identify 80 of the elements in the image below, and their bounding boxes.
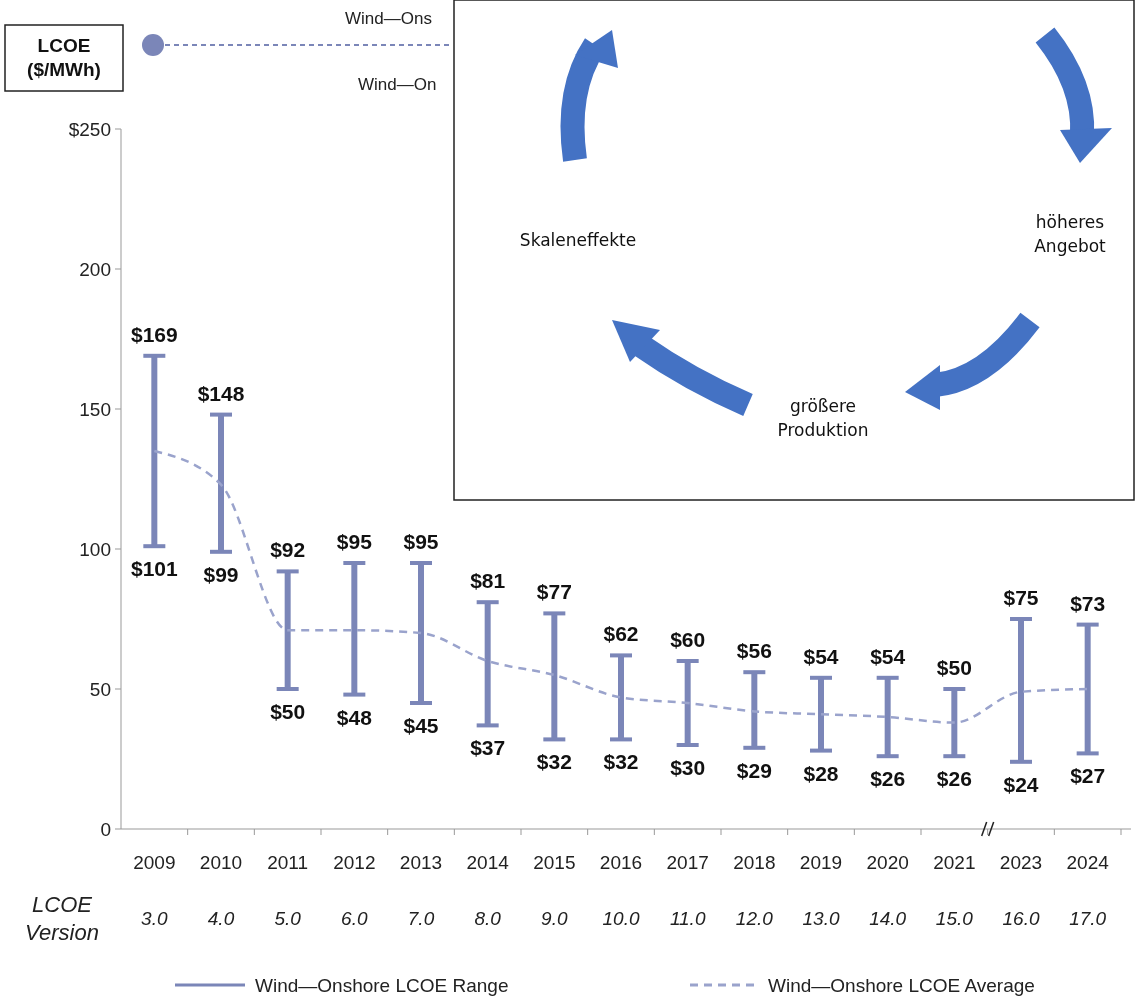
x-tick-label: 2016	[599, 852, 643, 873]
x-tick-label: 2014	[466, 852, 510, 873]
text: 16.0	[1002, 908, 1040, 929]
text: 3.0	[141, 908, 168, 929]
text: 12.0	[735, 908, 774, 929]
x-tick-label: 2017	[666, 852, 709, 873]
annotation: $30	[670, 756, 706, 779]
bar	[218, 414, 224, 552]
annotation: $27	[1070, 764, 1106, 788]
x-tick-label: 2012	[333, 852, 376, 873]
y-tick-label: 50	[89, 678, 111, 700]
x-tick-label: 2010	[199, 852, 243, 873]
annotation: $54	[803, 644, 839, 668]
text: 6.0	[341, 908, 368, 929]
annotation: $60	[670, 628, 706, 651]
annotation: größere Produktion	[777, 396, 869, 440]
text: 5.0	[274, 908, 302, 929]
annotation: $95	[403, 530, 439, 553]
annotation: $81	[470, 569, 506, 593]
annotation: $62	[603, 622, 639, 646]
text: 8.0	[474, 908, 502, 929]
bar	[618, 655, 624, 740]
annotation: $92	[270, 538, 306, 562]
bar	[1018, 619, 1024, 762]
annotation: $48	[336, 705, 373, 729]
annotation: $148	[197, 381, 245, 405]
annotation: $32	[603, 750, 639, 774]
text: 17.0	[1069, 908, 1107, 929]
text: LCOE Version	[25, 892, 99, 945]
x-tick-label: 2018	[733, 852, 776, 873]
x-tick-label: 2024	[1066, 852, 1110, 873]
annotation: $75	[1003, 586, 1039, 609]
x-tick-label: 2009	[133, 852, 176, 873]
text: 10.0	[602, 908, 640, 929]
annotation: $99	[203, 562, 239, 586]
annotation: $26	[936, 767, 972, 791]
annotation: $101	[130, 557, 179, 581]
y-tick-label: 200	[79, 258, 111, 280]
x-tick-label: 2023	[999, 852, 1043, 873]
text: 14.0	[869, 908, 907, 929]
bar	[818, 677, 824, 751]
annotation: $169	[130, 322, 178, 346]
annotation: $73	[1070, 591, 1106, 615]
x-tick-label: 2019	[799, 852, 843, 873]
text: 7.0	[407, 908, 435, 929]
annotation: $37	[470, 736, 506, 760]
y-tick-label: 0	[100, 818, 111, 840]
annotation: $56	[736, 639, 772, 663]
y-tick-label: 150	[79, 398, 111, 420]
text: Wind—Ons	[345, 9, 432, 28]
annotation: $28	[803, 761, 839, 785]
x-tick-label: 2015	[533, 852, 576, 873]
x-tick-label: 2011	[267, 852, 309, 873]
text: 13.0	[802, 908, 840, 929]
text: 11.0	[669, 908, 706, 929]
annotation: $77	[536, 580, 572, 604]
x-tick-label: 2021	[933, 852, 976, 873]
annotation: $29	[736, 758, 772, 782]
text: Wind—On	[358, 75, 437, 94]
legend-label: Wind—Onshore LCOE Average	[768, 975, 1035, 996]
bar	[418, 563, 424, 703]
annotation: $26	[870, 767, 906, 791]
legend-label: Wind—Onshore LCOE Range	[255, 975, 509, 996]
annotation: $24	[1003, 772, 1039, 796]
annotation: $50	[270, 700, 306, 723]
y-tick-label: $250	[68, 118, 111, 140]
text: 4.0	[207, 908, 235, 929]
text: 9.0	[541, 908, 568, 929]
text: 15.0	[935, 908, 974, 929]
annotation: höheres Angebot	[1034, 212, 1107, 256]
annotation: $95	[336, 530, 373, 553]
y-axis-title: LCOE ($/MWh)	[27, 35, 101, 80]
y-tick-label: 100	[79, 538, 111, 560]
x-tick-label: 2020	[866, 852, 909, 873]
annotation: $45	[403, 714, 439, 737]
annotation: Skaleneffekte	[519, 230, 637, 250]
annotation: $54	[870, 644, 906, 668]
x-tick-label: 2013	[399, 852, 443, 873]
annotation: $50	[936, 656, 972, 679]
annotation: $32	[536, 750, 572, 774]
